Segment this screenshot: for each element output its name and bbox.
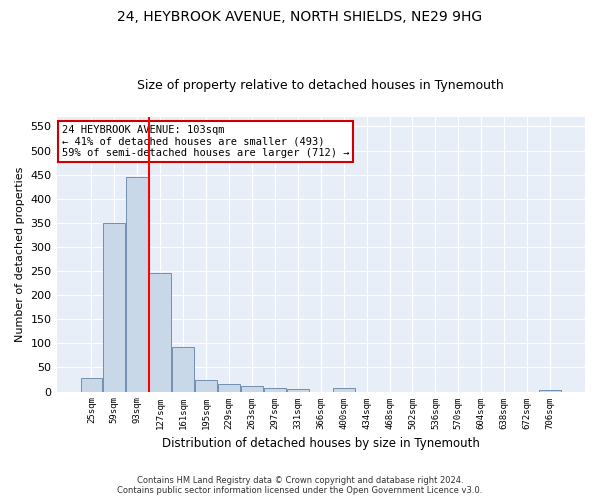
Text: 24 HEYBROOK AVENUE: 103sqm
← 41% of detached houses are smaller (493)
59% of sem: 24 HEYBROOK AVENUE: 103sqm ← 41% of deta…: [62, 125, 349, 158]
Bar: [264, 388, 286, 392]
X-axis label: Distribution of detached houses by size in Tynemouth: Distribution of detached houses by size …: [162, 437, 480, 450]
Bar: [149, 274, 171, 392]
Bar: [172, 346, 194, 392]
Bar: [218, 384, 240, 392]
Bar: [287, 389, 309, 392]
Text: Contains HM Land Registry data © Crown copyright and database right 2024.
Contai: Contains HM Land Registry data © Crown c…: [118, 476, 482, 495]
Bar: [333, 388, 355, 392]
Bar: [103, 223, 125, 392]
Bar: [539, 390, 561, 392]
Title: Size of property relative to detached houses in Tynemouth: Size of property relative to detached ho…: [137, 79, 504, 92]
Y-axis label: Number of detached properties: Number of detached properties: [15, 166, 25, 342]
Bar: [241, 386, 263, 392]
Bar: [127, 177, 148, 392]
Text: 24, HEYBROOK AVENUE, NORTH SHIELDS, NE29 9HG: 24, HEYBROOK AVENUE, NORTH SHIELDS, NE29…: [118, 10, 482, 24]
Bar: [195, 380, 217, 392]
Bar: [80, 378, 103, 392]
